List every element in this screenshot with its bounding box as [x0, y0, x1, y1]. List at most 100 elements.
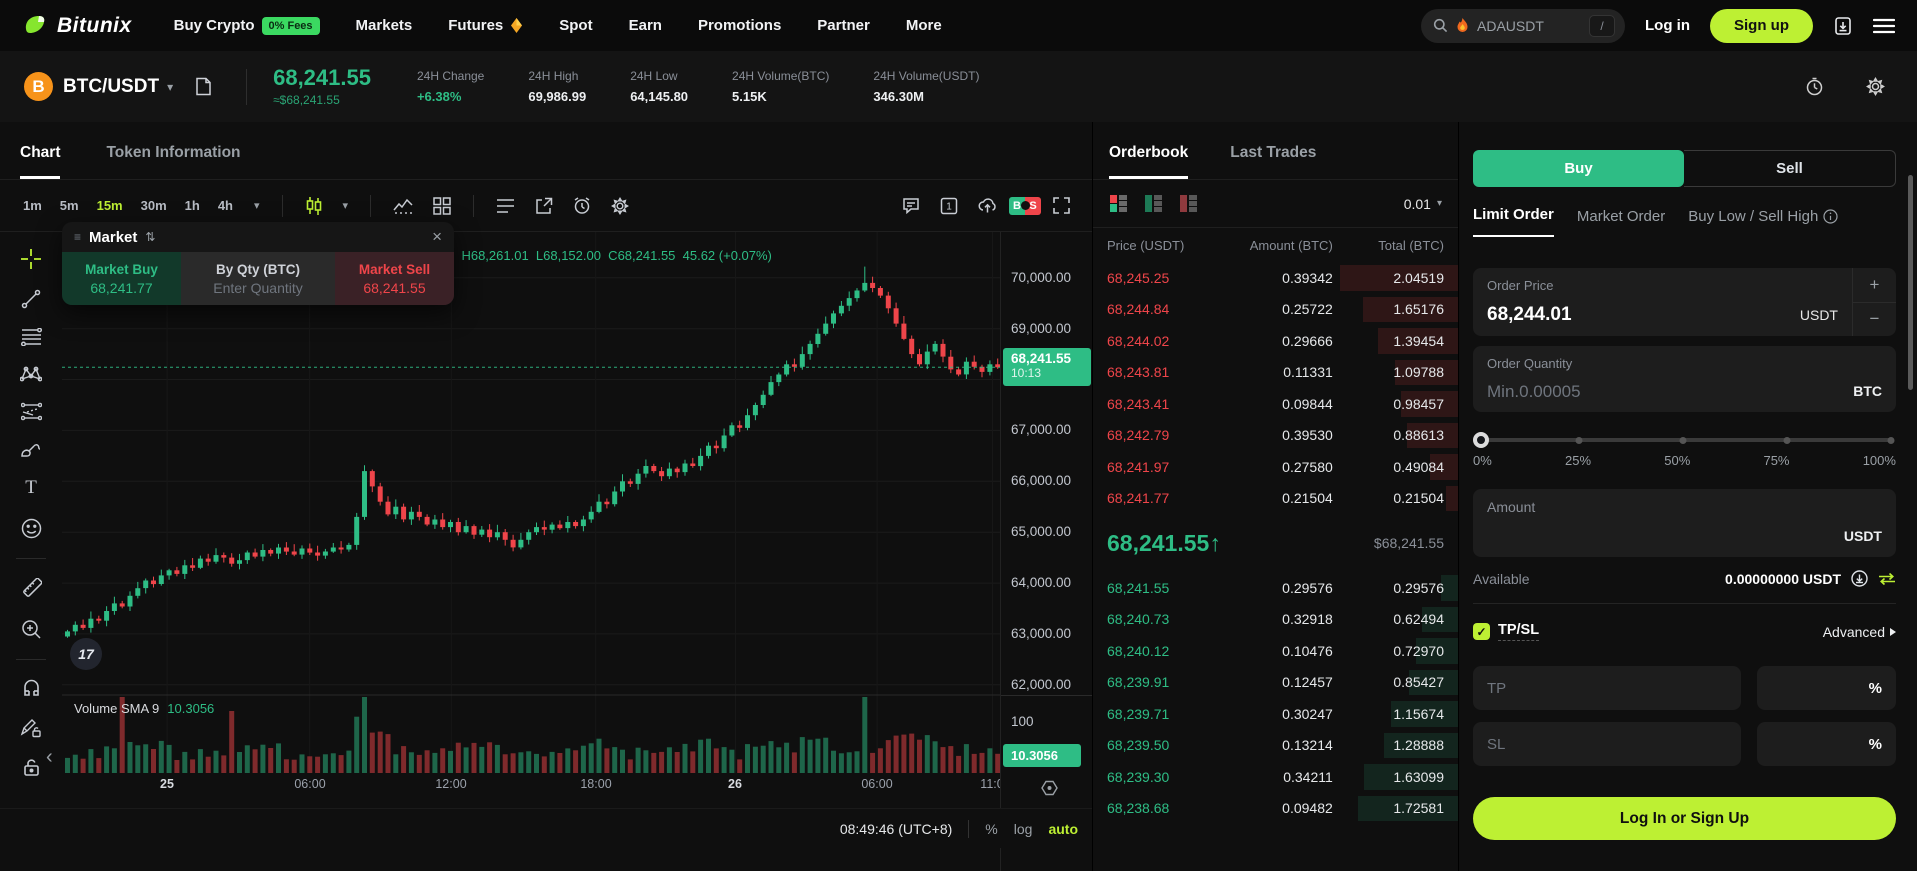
search-input[interactable]: [1477, 17, 1581, 34]
login-button[interactable]: Log in: [1645, 17, 1690, 34]
sl-input[interactable]: [1487, 735, 1727, 753]
pair-dropdown-icon[interactable]: ▾: [167, 79, 174, 94]
transfer-icon[interactable]: [1878, 572, 1896, 586]
ask-row[interactable]: 68,242.79 0.39530 0.88613: [1093, 420, 1458, 452]
candle-countdown-icon[interactable]: 1: [932, 197, 966, 215]
download-app-icon[interactable]: [1833, 16, 1853, 36]
precision-select[interactable]: 0.01 ▾: [1404, 196, 1442, 212]
ruler-icon[interactable]: [20, 578, 42, 600]
zoom-in-icon[interactable]: [21, 619, 42, 640]
popup-close-icon[interactable]: ×: [432, 227, 442, 246]
tab-orderbook[interactable]: Orderbook: [1109, 144, 1189, 179]
market-buy-button[interactable]: Market Buy 68,241.77: [62, 252, 181, 305]
tab-limit-order[interactable]: Limit Order: [1473, 206, 1554, 237]
tpsl-checkbox[interactable]: ✓: [1473, 623, 1490, 640]
nav-item-partner[interactable]: Partner: [817, 17, 870, 34]
market-qty-input[interactable]: By Qty (BTC) Enter Quantity: [181, 252, 335, 305]
timeframe-15m[interactable]: 15m: [96, 198, 123, 213]
bitunix-logo[interactable]: Bitunix: [22, 13, 132, 39]
layout-grid-icon[interactable]: [425, 196, 459, 215]
popup-drag-icon[interactable]: ≡: [74, 230, 82, 244]
tab-token-information[interactable]: Token Information: [106, 144, 241, 161]
ob-layout-bids-icon[interactable]: [1144, 194, 1163, 213]
timeframe-dropdown-icon[interactable]: ▾: [254, 200, 260, 212]
percent-scale-button[interactable]: %: [985, 820, 998, 837]
xabcd-pattern-icon[interactable]: [20, 365, 42, 383]
chat-icon[interactable]: [894, 197, 928, 214]
indicators-icon[interactable]: [385, 197, 421, 215]
ask-row[interactable]: 68,244.84 0.25722 1.65176: [1093, 294, 1458, 326]
ob-layout-asks-icon[interactable]: [1179, 194, 1198, 213]
lock-all-icon[interactable]: [22, 757, 41, 777]
bid-row[interactable]: 68,239.50 0.13214 1.28888: [1093, 730, 1458, 762]
price-decrease-button[interactable]: −: [1869, 309, 1880, 329]
alert-icon[interactable]: [565, 196, 599, 215]
timeframe-1m[interactable]: 1m: [23, 198, 42, 213]
orderbook-mid-price[interactable]: 68,241.55↑ $68,241.55: [1093, 514, 1458, 572]
market-sell-button[interactable]: Market Sell 68,241.55: [335, 252, 454, 305]
nav-item-promotions[interactable]: Promotions: [698, 17, 781, 34]
ask-row[interactable]: 68,243.41 0.09844 0.98457: [1093, 388, 1458, 420]
auto-scale-button[interactable]: auto: [1048, 820, 1078, 837]
brush-icon[interactable]: [20, 440, 42, 458]
tp-field[interactable]: [1473, 666, 1741, 710]
tpsl-label[interactable]: TP/SL: [1498, 622, 1540, 641]
candle-style-dropdown-icon[interactable]: ▾: [342, 200, 349, 212]
bid-row[interactable]: 68,241.55 0.29576 0.29576: [1093, 572, 1458, 604]
order-quantity-field[interactable]: Order Quantity BTC: [1473, 346, 1896, 412]
buy-tab[interactable]: Buy: [1473, 150, 1684, 187]
timeframe-30m[interactable]: 30m: [140, 198, 167, 213]
tab-market-order[interactable]: Market Order: [1576, 208, 1666, 225]
candle-style-icon[interactable]: [297, 196, 331, 216]
tab-last-trades[interactable]: Last Trades: [1230, 144, 1317, 161]
nav-item-earn[interactable]: Earn: [629, 17, 662, 34]
search-box[interactable]: /: [1421, 8, 1625, 43]
ob-layout-both-icon[interactable]: [1109, 194, 1128, 213]
order-quantity-input[interactable]: [1487, 382, 1737, 402]
popup-header[interactable]: ≡ Market ⇅ ×: [62, 222, 454, 252]
login-signup-button[interactable]: Log In or Sign Up: [1473, 797, 1896, 840]
price-axis[interactable]: 70,000.00 69,000.00 67,000.00 66,000.00 65,0…: [1000, 232, 1092, 871]
signup-button[interactable]: Sign up: [1710, 8, 1813, 43]
amount-field[interactable]: Amount USDT: [1473, 489, 1896, 557]
timeframe-4h[interactable]: 4h: [217, 198, 233, 213]
buy-sell-labels-icon[interactable]: B S: [1009, 196, 1041, 215]
popup-sort-icon[interactable]: ⇅: [145, 230, 156, 244]
log-scale-button[interactable]: log: [1013, 820, 1033, 837]
amount-input[interactable]: [1487, 529, 1737, 547]
pair-name[interactable]: BTC/USDT: [63, 75, 160, 97]
scrollbar[interactable]: [1908, 175, 1913, 390]
crosshair-icon[interactable]: [20, 248, 42, 270]
ask-row[interactable]: 68,243.81 0.11331 1.09788: [1093, 357, 1458, 389]
ask-row[interactable]: 68,241.97 0.27580 0.49084: [1093, 451, 1458, 483]
sell-tab[interactable]: Sell: [1684, 150, 1896, 187]
bid-row[interactable]: 68,238.68 0.09482 1.72581: [1093, 793, 1458, 825]
time-axis[interactable]: 25 06:00 12:00 18:00 26 06:00 11:0: [62, 773, 1000, 797]
fib-lines-icon[interactable]: [20, 328, 42, 346]
menu-icon[interactable]: [1873, 18, 1895, 34]
bid-row[interactable]: 68,239.71 0.30247 1.15674: [1093, 698, 1458, 730]
sl-percent-box[interactable]: %: [1757, 722, 1896, 766]
object-tree-icon[interactable]: [488, 198, 523, 214]
ask-row[interactable]: 68,241.77 0.21504 0.21504: [1093, 483, 1458, 515]
price-increase-button[interactable]: +: [1853, 268, 1896, 303]
tp-percent-box[interactable]: %: [1757, 666, 1896, 710]
tab-chart[interactable]: Chart: [20, 144, 61, 179]
order-price-input[interactable]: [1487, 304, 1687, 326]
quantity-slider[interactable]: [1473, 432, 1895, 448]
deposit-icon[interactable]: [1851, 570, 1868, 587]
trendline-icon[interactable]: [21, 289, 41, 309]
bid-row[interactable]: 68,239.30 0.34211 1.63099: [1093, 761, 1458, 793]
bid-row[interactable]: 68,239.91 0.12457 0.85427: [1093, 667, 1458, 699]
candlestick-chart[interactable]: [62, 232, 1000, 773]
trade-history-icon[interactable]: [1797, 77, 1832, 96]
slider-handle[interactable]: [1473, 432, 1489, 448]
gann-tool-icon[interactable]: [20, 402, 42, 421]
nav-item-more[interactable]: More: [906, 17, 942, 34]
timeframe-1h[interactable]: 1h: [184, 198, 200, 213]
bid-row[interactable]: 68,240.73 0.32918 0.62494: [1093, 604, 1458, 636]
emoji-tool-icon[interactable]: [21, 518, 42, 539]
ask-row[interactable]: 68,245.25 0.39342 2.04519: [1093, 262, 1458, 294]
export-chart-icon[interactable]: [527, 197, 561, 215]
bid-row[interactable]: 68,240.12 0.10476 0.72970: [1093, 635, 1458, 667]
